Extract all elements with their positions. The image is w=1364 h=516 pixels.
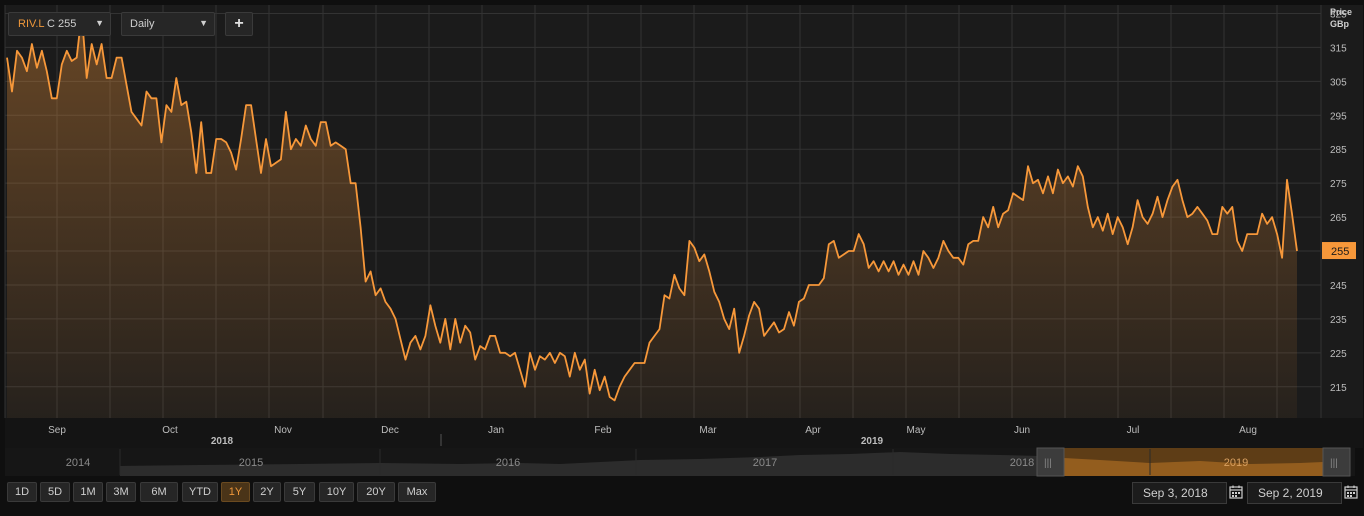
- y-tick-label: 315: [1330, 43, 1347, 54]
- x-year-label: 2019: [861, 436, 884, 447]
- navigator-selection-shape: [1064, 458, 1323, 476]
- currency-axis-title: GBp: [1330, 19, 1350, 29]
- y-tick-label: 215: [1330, 383, 1347, 394]
- y-tick-label: 225: [1330, 349, 1347, 360]
- interval-label: Daily: [130, 18, 155, 30]
- range-button-2y[interactable]: 2Y: [253, 482, 281, 502]
- x-axis: Sep Oct Nov Dec Jan Feb Mar Apr May Jun Jul Aug 2018…: [48, 425, 1257, 447]
- range-button-1m[interactable]: 1M: [73, 482, 103, 502]
- close-value-label: C 255: [47, 18, 77, 30]
- symbol-selector[interactable]: RIV.L C 255 ▼: [8, 12, 111, 36]
- add-series-button[interactable]: +: [225, 12, 253, 36]
- y-tick-label: 265: [1330, 213, 1347, 224]
- chevron-down-icon: ▼: [95, 18, 104, 28]
- range-button-5y[interactable]: 5Y: [284, 482, 315, 502]
- range-button-3m[interactable]: 3M: [106, 482, 136, 502]
- price-axis-background: [1321, 5, 1363, 418]
- navigator-years: 2014 2015 2016 2017 2018 2019: [66, 449, 1248, 475]
- range-button-10y[interactable]: 10Y: [319, 482, 354, 502]
- price-area: [7, 13, 1297, 418]
- y-tick-label: 295: [1330, 111, 1347, 122]
- x-tick-label: Mar: [699, 425, 717, 436]
- x-tick-label: Nov: [274, 425, 292, 436]
- y-tick-label: 275: [1330, 179, 1347, 190]
- y-tick-label: 325: [1330, 9, 1347, 20]
- y-tick-label: 305: [1330, 77, 1347, 88]
- range-button-ytd[interactable]: YTD: [182, 482, 218, 502]
- price-line: [6, 12, 1298, 402]
- y-tick-label: 245: [1330, 281, 1347, 292]
- x-tick-label: Jul: [1127, 425, 1140, 436]
- last-price-badge: 255: [1322, 242, 1356, 260]
- navigator-history-shape: [120, 452, 1040, 476]
- x-axis-strip: [5, 418, 1363, 448]
- x-year-label: 2018: [211, 436, 234, 447]
- range-button-6m[interactable]: 6M: [140, 482, 178, 502]
- calendar-icon[interactable]: [1343, 484, 1359, 500]
- navigator-left-grip: |||: [1044, 458, 1052, 469]
- navigator-year-label: 2015: [239, 457, 263, 469]
- price-axis-title: Price: [1330, 7, 1352, 17]
- y-tick-label: 285: [1330, 145, 1347, 156]
- x-tick-label: Jan: [488, 425, 504, 436]
- start-date-field[interactable]: Sep 3, 2018: [1132, 482, 1227, 504]
- range-button-1y[interactable]: 1Y: [221, 482, 250, 502]
- y-tick-label: 235: [1330, 315, 1347, 326]
- navigator-left-handle[interactable]: [1036, 447, 1065, 477]
- x-tick-label: Jun: [1014, 425, 1030, 436]
- x-tick-label: Aug: [1239, 425, 1257, 436]
- navigator-right-grip: |||: [1330, 458, 1338, 469]
- x-tick-label: Dec: [381, 425, 399, 436]
- navigator-year-label: 2014: [66, 457, 90, 469]
- x-tick-label: May: [907, 425, 926, 436]
- navigator-year-label: 2019: [1224, 457, 1248, 469]
- end-date-field[interactable]: Sep 2, 2019: [1247, 482, 1342, 504]
- range-button-max[interactable]: Max: [398, 482, 436, 502]
- x-tick-label: Feb: [594, 425, 612, 436]
- x-tick-label: Sep: [48, 425, 66, 436]
- range-button-20y[interactable]: 20Y: [357, 482, 395, 502]
- navigator-year-label: 2016: [496, 457, 520, 469]
- range-button-5d[interactable]: 5D: [40, 482, 70, 502]
- navigator-right-handle[interactable]: [1322, 447, 1351, 477]
- chevron-down-icon: ▼: [199, 18, 208, 28]
- x-tick-label: Apr: [805, 425, 821, 436]
- last-price-badge-bg: [1322, 242, 1356, 260]
- last-price-badge-value: 255: [1331, 246, 1349, 258]
- navigator-year-label: 2018: [1010, 457, 1034, 469]
- range-navigator[interactable]: 2014 2015 2016 2017 2018 2019 ||| |||: [5, 447, 1355, 477]
- interval-dropdown[interactable]: Daily ▼: [121, 12, 215, 36]
- navigator-year-label: 2017: [753, 457, 777, 469]
- range-button-1d[interactable]: 1D: [7, 482, 37, 502]
- x-tick-label: Oct: [162, 425, 178, 436]
- calendar-icon[interactable]: [1228, 484, 1244, 500]
- symbol-label: RIV.L: [18, 18, 45, 30]
